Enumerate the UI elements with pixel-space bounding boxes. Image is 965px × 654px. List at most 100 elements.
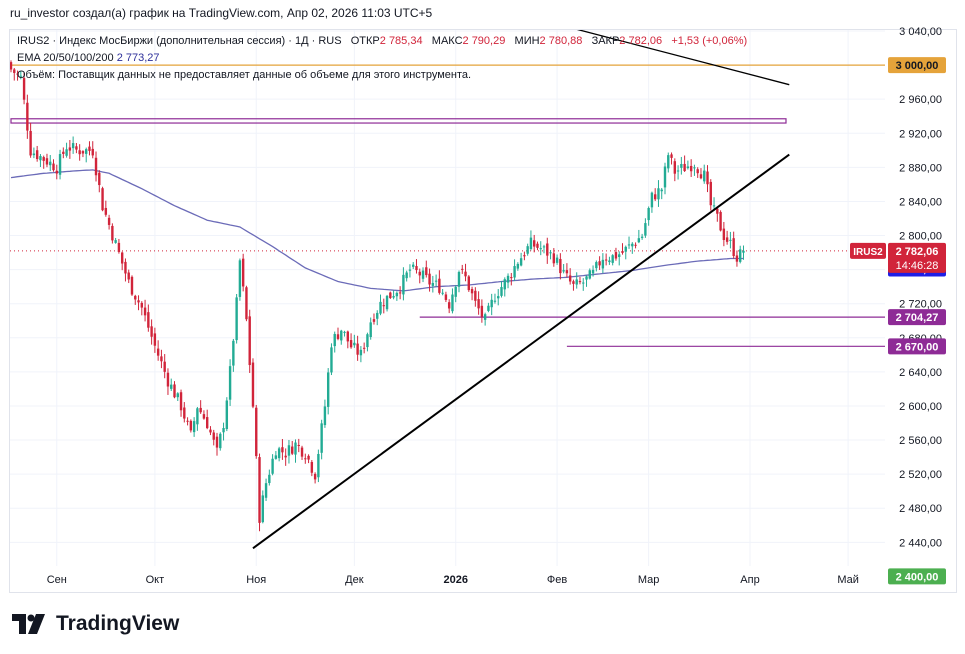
plot-area: [10, 30, 885, 550]
candle-body: [389, 292, 392, 298]
candle: [75, 142, 78, 154]
candle: [94, 151, 98, 182]
candle-body: [346, 331, 350, 342]
candle: [19, 71, 23, 80]
candle-body: [245, 287, 248, 320]
candle: [62, 147, 65, 159]
candle-body: [716, 208, 719, 214]
tag-level-2400: 2 400,00: [888, 568, 946, 585]
candle: [506, 273, 510, 289]
candle-body: [637, 238, 641, 243]
tradingview-logo[interactable]: TradingView: [12, 612, 179, 636]
candle-body: [127, 272, 130, 280]
candle: [739, 245, 742, 264]
x-axis: Сен Окт Ноя Дек 2026 Фев Мар Апр Май: [47, 574, 859, 586]
candle: [709, 179, 712, 211]
legend-symbol[interactable]: IRUS2 · Индекс МосБиржи (дополнительная …: [17, 35, 342, 47]
legend-ema-row[interactable]: EMA 20/50/100/200 2 773,27: [17, 52, 160, 64]
candle-body: [94, 157, 98, 176]
candle-body: [366, 334, 369, 348]
candle: [235, 293, 238, 344]
candle: [26, 94, 29, 139]
x-tick-label: Ноя: [246, 574, 266, 586]
candle: [467, 275, 470, 292]
candle-body: [621, 251, 624, 253]
candle-body: [225, 400, 229, 430]
candle: [696, 167, 699, 178]
tag-level-2400-text: 2 400,00: [896, 571, 939, 583]
candle-body: [176, 393, 179, 398]
candle-body: [78, 150, 81, 155]
candle-body: [660, 189, 663, 192]
candle-body: [572, 281, 575, 284]
candle: [255, 404, 258, 459]
candle-body: [372, 319, 376, 322]
chart-frame[interactable]: [9, 29, 957, 593]
candle: [608, 256, 611, 265]
candle-body: [137, 300, 140, 303]
candle-body: [490, 299, 493, 308]
candle: [670, 152, 673, 165]
candle-body: [689, 165, 693, 172]
candle: [418, 268, 421, 284]
candle-body: [405, 272, 408, 279]
candle-body: [729, 239, 732, 241]
candle: [245, 285, 248, 322]
candle-body: [565, 270, 569, 274]
candle-body: [156, 348, 160, 356]
candle: [392, 290, 395, 300]
candle: [336, 327, 340, 341]
candle: [117, 238, 121, 254]
candle: [464, 263, 467, 282]
candle-body: [461, 268, 464, 270]
candle-body: [323, 406, 327, 426]
candle-body: [644, 223, 647, 236]
candle-body: [45, 158, 49, 165]
candle-body: [232, 340, 235, 366]
candle: [716, 207, 719, 222]
candle-body: [170, 384, 173, 389]
candle: [330, 343, 333, 376]
candle-body: [601, 259, 605, 269]
candle: [143, 299, 147, 322]
candle: [163, 354, 166, 379]
legend-change: +1,53 (+0,06%): [671, 35, 748, 47]
y-tick-label: 2 840,00: [899, 196, 942, 208]
candle-body: [284, 455, 287, 458]
candle-body: [392, 296, 395, 298]
candle-body: [313, 473, 317, 480]
candle-body: [542, 246, 546, 248]
candle: [179, 389, 183, 417]
candle-body: [693, 167, 696, 169]
candle-body: [598, 261, 601, 266]
candle: [516, 262, 520, 271]
candle: [539, 241, 542, 256]
candle-body: [402, 274, 405, 295]
candle: [202, 410, 206, 420]
candle-body: [140, 302, 143, 308]
tag-level-2704: 2 704,27: [888, 309, 946, 326]
candle-body: [415, 266, 418, 271]
candle: [647, 206, 650, 226]
candle: [91, 141, 94, 159]
x-tick-label: Апр: [740, 574, 759, 586]
candle: [474, 287, 477, 307]
candle-body: [281, 447, 284, 453]
candle: [444, 291, 448, 303]
candle: [438, 270, 441, 295]
candle: [241, 253, 245, 292]
tag-last-price: 2 782,06 14:46:28: [888, 242, 946, 273]
y-tick-label: 2 520,00: [899, 469, 942, 481]
candle: [503, 277, 506, 297]
candle-body: [173, 384, 176, 398]
candle-body: [277, 448, 281, 459]
candle-body: [546, 243, 549, 256]
candle-body: [699, 174, 703, 179]
candle-body: [719, 211, 722, 231]
candle-body: [258, 457, 261, 523]
candle: [264, 478, 268, 501]
candle-body: [706, 171, 709, 185]
candle-body: [712, 205, 716, 207]
candle: [578, 276, 582, 285]
